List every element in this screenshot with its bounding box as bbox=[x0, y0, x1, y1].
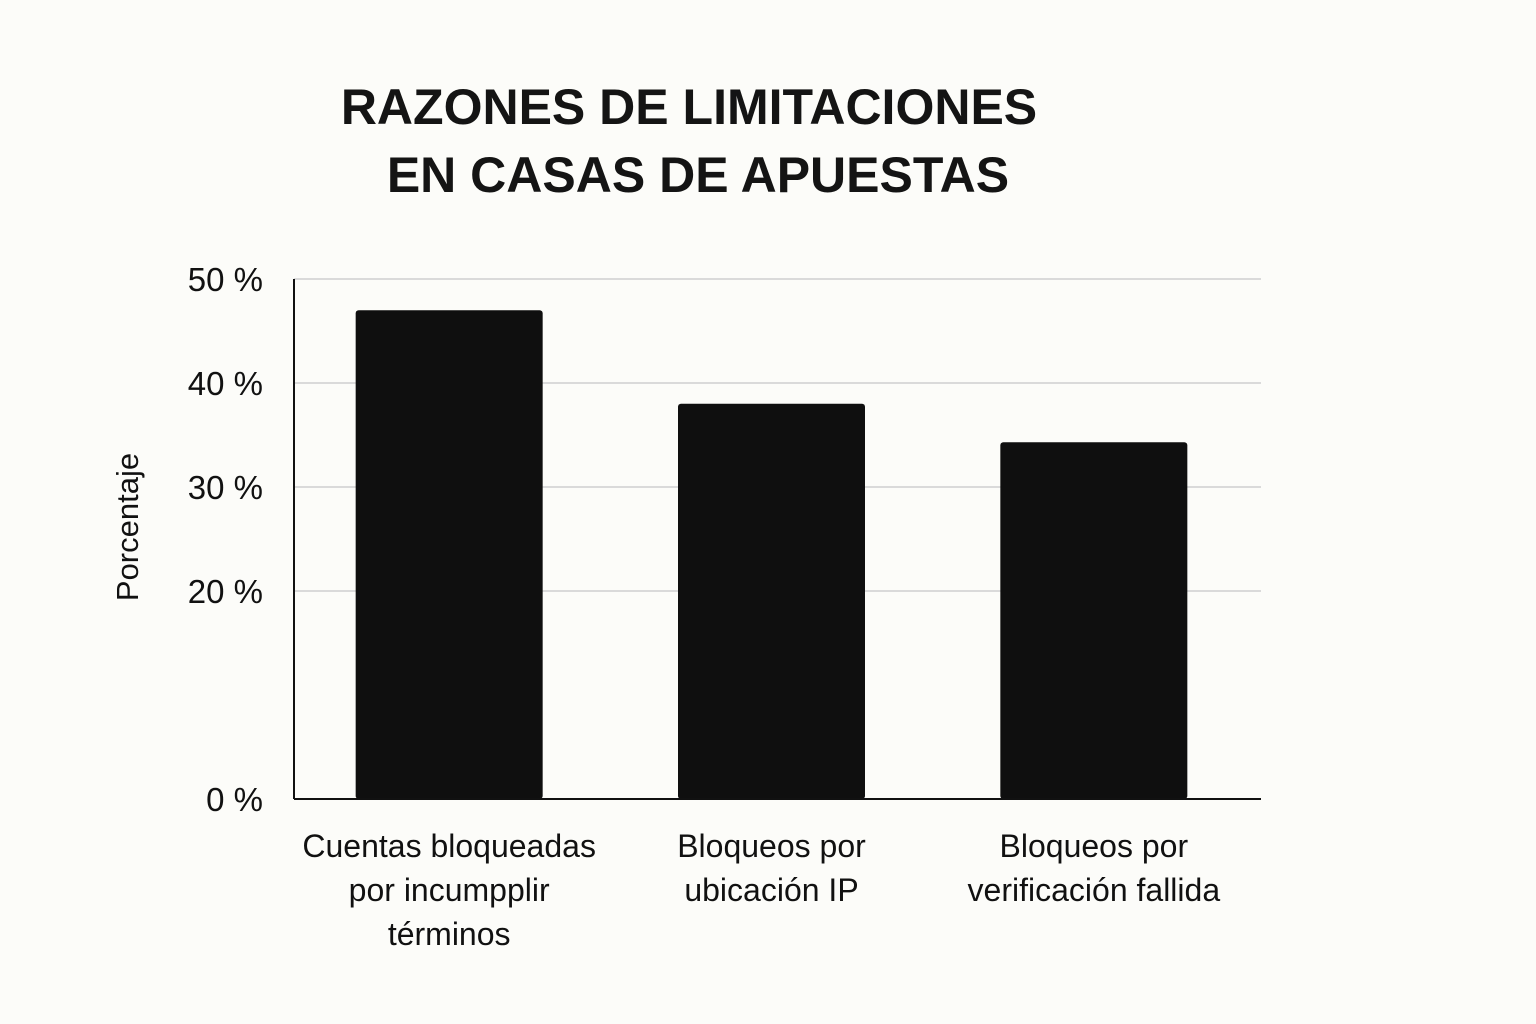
bars bbox=[355, 310, 1188, 799]
x-category-label: Cuentas bloqueadas por incumpplir términos bbox=[302, 828, 596, 952]
chart-title-line-1: RAZONES DE LIMITACIONES bbox=[341, 79, 1037, 135]
y-tick-label: 30 % bbox=[188, 469, 263, 506]
y-tick-labels: 0 % 20 % 30 % 40 % 50 % bbox=[188, 261, 263, 818]
y-tick-label: 40 % bbox=[188, 365, 263, 402]
x-category-label: Bloqueos por ubicación IP bbox=[677, 828, 866, 908]
axes bbox=[293, 279, 1261, 800]
bar bbox=[1000, 442, 1188, 799]
y-tick-label: 50 % bbox=[188, 261, 263, 298]
bar bbox=[678, 403, 865, 799]
x-category-label: Bloqueos por verificación fallida bbox=[968, 828, 1221, 908]
x-category-labels: Cuentas bloqueadas por incumpplir términos… bbox=[302, 828, 1220, 952]
bar bbox=[355, 310, 543, 799]
y-axis-label: Porcentaje bbox=[110, 453, 145, 601]
chart-title-line-2: EN CASAS DE APUESTAS bbox=[387, 147, 1009, 203]
y-tick-label: 20 % bbox=[188, 573, 263, 610]
y-tick-label: 0 % bbox=[206, 781, 263, 818]
